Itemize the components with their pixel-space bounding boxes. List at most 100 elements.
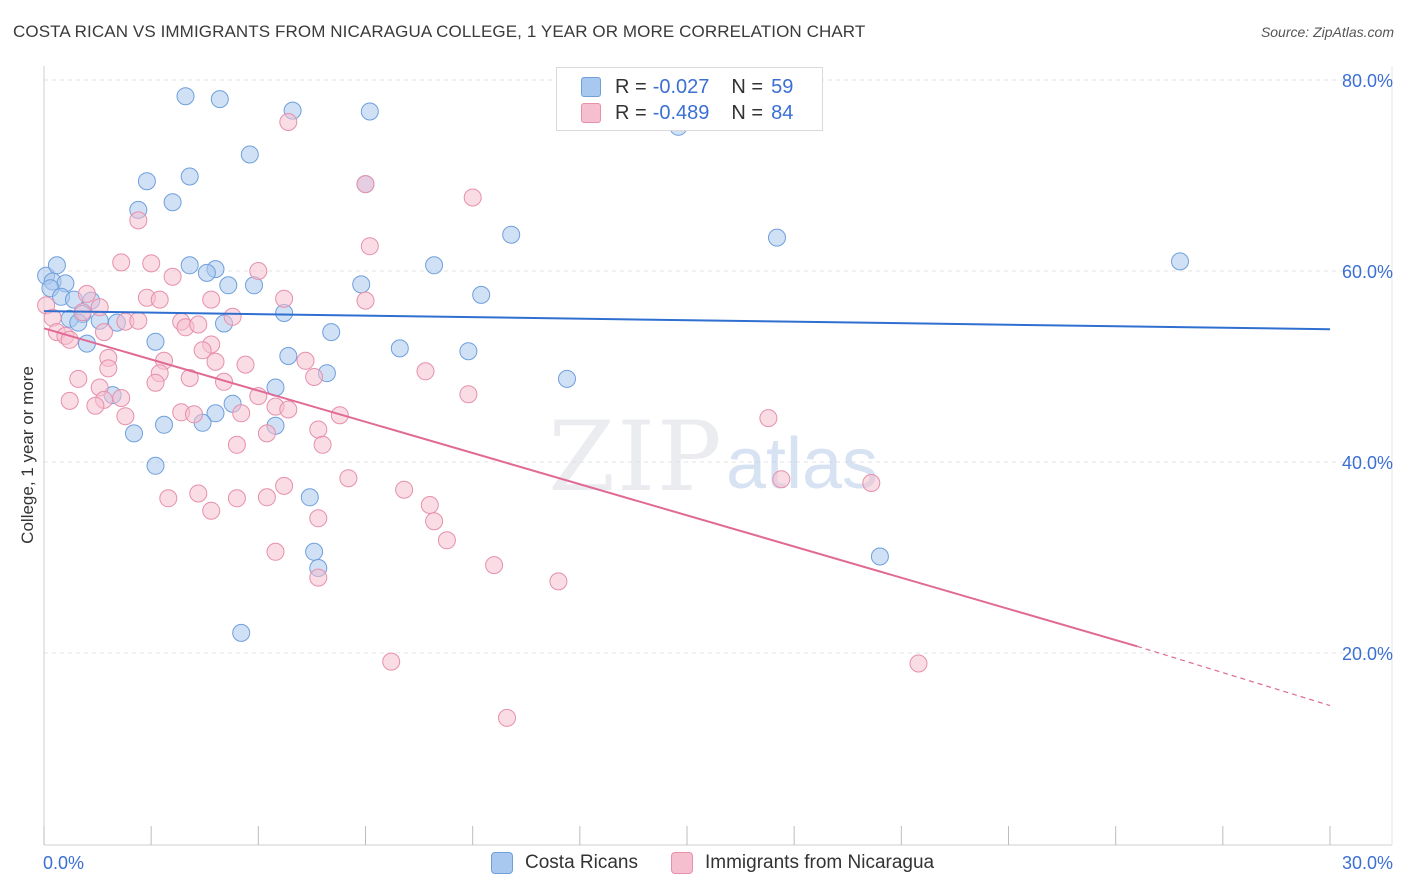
point-nicaragua xyxy=(309,509,328,528)
watermark-atlas: atlas xyxy=(726,424,878,504)
point-nicaragua xyxy=(142,254,161,273)
point-nicaragua xyxy=(360,237,379,256)
point-nicaragua xyxy=(257,424,276,443)
point-nicaragua xyxy=(382,652,401,671)
point-nicaragua xyxy=(275,476,294,495)
point-costa-rican xyxy=(279,347,298,365)
point-costa-rican xyxy=(176,87,195,106)
point-nicaragua xyxy=(129,311,148,330)
trend-line-nicaragua-extension xyxy=(1136,645,1331,707)
source-label: Source: ZipAtlas.com xyxy=(1260,24,1394,40)
point-costa-rican xyxy=(125,424,143,443)
point-nicaragua xyxy=(90,298,109,317)
point-nicaragua xyxy=(202,501,221,520)
point-nicaragua xyxy=(395,480,414,499)
point-nicaragua xyxy=(257,488,276,507)
point-nicaragua xyxy=(116,407,135,426)
legend-swatch-pink xyxy=(581,103,601,123)
point-costa-rican xyxy=(163,193,182,212)
series-label-nicaragua: Immigrants from Nicaragua xyxy=(705,852,935,873)
point-costa-rican xyxy=(206,404,225,423)
point-nicaragua xyxy=(266,542,285,561)
series-swatch-blue xyxy=(491,852,513,874)
legend-row-costa-ricans: R = -0.027 N = 59 xyxy=(581,76,793,98)
point-nicaragua xyxy=(159,489,178,508)
point-nicaragua xyxy=(909,654,928,673)
point-nicaragua xyxy=(99,359,118,378)
point-nicaragua xyxy=(223,307,242,326)
point-costa-rican xyxy=(197,263,216,282)
point-costa-rican xyxy=(47,256,66,275)
point-costa-rican xyxy=(360,102,379,121)
trend-lines xyxy=(43,310,1331,707)
point-costa-rican xyxy=(390,339,409,358)
point-nicaragua xyxy=(759,409,778,428)
point-costa-rican xyxy=(459,342,478,361)
point-costa-rican xyxy=(146,456,165,475)
series-legend: Costa Ricans Immigrants from Nicaragua xyxy=(0,852,1406,878)
legend-r-value: -0.027 xyxy=(652,75,710,98)
point-nicaragua xyxy=(459,385,478,404)
point-nicaragua xyxy=(498,708,516,727)
data-points xyxy=(37,87,1189,727)
point-costa-rican xyxy=(768,228,786,247)
series-legend-nicaragua[interactable]: Immigrants from Nicaragua xyxy=(671,852,934,874)
legend-n-label: N = xyxy=(731,101,764,124)
legend-n-label: N = xyxy=(731,75,764,98)
point-nicaragua xyxy=(463,188,482,207)
y-tick-label: 60.0% xyxy=(1342,262,1393,282)
point-costa-rican xyxy=(210,90,229,109)
point-costa-rican xyxy=(425,256,444,275)
point-costa-rican xyxy=(137,172,156,191)
legend-r-label: R = xyxy=(615,75,647,98)
point-nicaragua xyxy=(150,290,169,309)
point-costa-rican xyxy=(180,256,199,275)
point-nicaragua xyxy=(549,572,568,591)
point-costa-rican xyxy=(300,488,319,507)
point-nicaragua xyxy=(112,389,131,407)
legend-n-value: 59 xyxy=(771,75,794,98)
legend-r-value: -0.489 xyxy=(652,101,710,124)
point-nicaragua xyxy=(249,262,268,280)
point-nicaragua xyxy=(146,373,165,392)
point-nicaragua xyxy=(296,351,315,370)
point-costa-rican xyxy=(322,323,341,342)
point-costa-rican xyxy=(232,623,251,642)
y-tick-label: 40.0% xyxy=(1342,453,1393,473)
point-nicaragua xyxy=(862,474,881,492)
x-tick-label: 30.0% xyxy=(1342,853,1393,873)
point-nicaragua xyxy=(129,211,148,230)
point-nicaragua xyxy=(185,405,203,424)
point-costa-rican xyxy=(352,275,371,294)
point-costa-rican xyxy=(1171,252,1189,271)
point-costa-rican xyxy=(77,334,96,353)
point-nicaragua xyxy=(309,568,328,587)
point-costa-rican xyxy=(558,369,576,388)
point-nicaragua xyxy=(232,404,251,423)
watermark-zip: ZIP xyxy=(548,401,723,513)
series-legend-costa-ricans[interactable]: Costa Ricans xyxy=(491,852,638,874)
point-nicaragua xyxy=(275,289,294,308)
tick-labels: 20.0% 40.0% 60.0% 80.0% 0.0% 30.0% xyxy=(43,71,1393,873)
point-nicaragua xyxy=(193,341,212,360)
point-nicaragua xyxy=(279,400,298,419)
point-nicaragua xyxy=(112,253,131,272)
point-nicaragua xyxy=(416,362,435,381)
y-tick-label: 20.0% xyxy=(1342,644,1393,664)
trend-line-nicaragua xyxy=(43,327,1138,648)
point-costa-rican xyxy=(870,547,889,566)
point-nicaragua xyxy=(279,113,298,131)
point-nicaragua xyxy=(309,420,328,439)
chart-title: COSTA RICAN VS IMMIGRANTS FROM NICARAGUA… xyxy=(13,22,866,41)
watermark: ZIP atlas xyxy=(548,401,878,513)
point-costa-rican xyxy=(180,167,199,186)
y-tick-label: 80.0% xyxy=(1342,71,1393,91)
point-nicaragua xyxy=(69,369,88,388)
point-costa-rican xyxy=(472,285,491,304)
point-nicaragua xyxy=(86,396,105,415)
point-nicaragua xyxy=(202,290,221,309)
point-nicaragua xyxy=(60,391,79,410)
point-nicaragua xyxy=(189,315,208,334)
point-nicaragua xyxy=(95,323,113,342)
